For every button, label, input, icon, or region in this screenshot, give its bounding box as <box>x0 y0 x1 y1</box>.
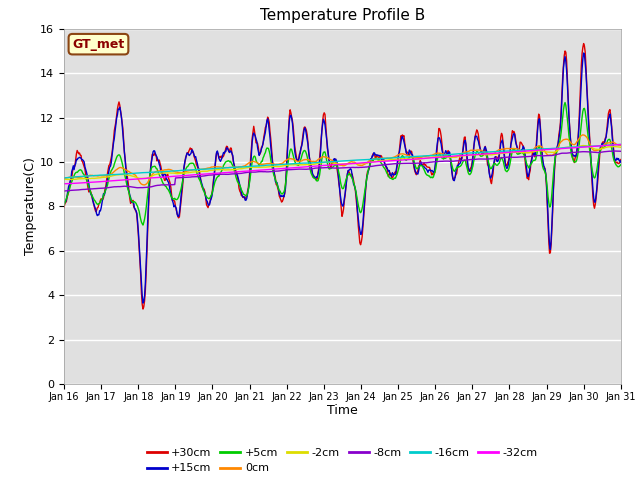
+30cm <box>411 168 419 174</box>
+5cm <box>127 197 135 203</box>
+5cm <box>185 162 193 168</box>
+5cm <box>214 173 222 179</box>
+30cm <box>127 198 135 204</box>
+30cm <box>214 151 222 157</box>
+15cm <box>214 151 222 156</box>
-2cm <box>617 144 625 150</box>
-16cm <box>214 166 221 171</box>
+30cm <box>617 156 625 162</box>
-8cm <box>184 174 192 180</box>
0cm <box>411 155 419 161</box>
+15cm <box>185 152 193 158</box>
+5cm <box>561 100 569 106</box>
-32cm <box>184 172 192 178</box>
0cm <box>617 143 625 148</box>
Line: +30cm: +30cm <box>64 44 621 309</box>
+15cm <box>411 167 419 172</box>
X-axis label: Time: Time <box>327 405 358 418</box>
+30cm <box>428 169 435 175</box>
-16cm <box>426 153 434 158</box>
+5cm <box>60 202 68 208</box>
+15cm <box>139 300 147 306</box>
0cm <box>127 170 135 176</box>
Line: -8cm: -8cm <box>64 151 621 191</box>
+15cm <box>60 201 68 206</box>
Line: +15cm: +15cm <box>64 53 621 303</box>
+15cm <box>127 199 135 204</box>
-16cm <box>127 171 135 177</box>
+5cm <box>617 162 625 168</box>
+30cm <box>139 306 147 312</box>
Legend: +30cm, +15cm, +5cm, 0cm, -2cm, -8cm, -16cm, -32cm: +30cm, +15cm, +5cm, 0cm, -2cm, -8cm, -16… <box>142 444 543 478</box>
+15cm <box>580 50 588 56</box>
-16cm <box>617 142 625 147</box>
-8cm <box>410 160 418 166</box>
+15cm <box>617 159 625 165</box>
-2cm <box>185 170 193 176</box>
0cm <box>214 164 222 170</box>
0cm <box>70 174 78 180</box>
-2cm <box>214 167 222 173</box>
0cm <box>185 168 193 174</box>
+5cm <box>70 173 78 179</box>
+30cm <box>60 205 68 211</box>
+5cm <box>139 222 147 228</box>
-32cm <box>60 181 68 187</box>
-16cm <box>70 174 78 180</box>
0cm <box>60 176 68 181</box>
-2cm <box>71 177 79 182</box>
Line: -2cm: -2cm <box>64 145 621 180</box>
-8cm <box>127 184 135 190</box>
Title: Temperature Profile B: Temperature Profile B <box>260 9 425 24</box>
Line: -32cm: -32cm <box>64 144 621 184</box>
+30cm <box>70 163 78 169</box>
-2cm <box>60 176 68 182</box>
-2cm <box>411 156 419 162</box>
-32cm <box>70 180 78 186</box>
-8cm <box>612 148 620 154</box>
Y-axis label: Temperature(C): Temperature(C) <box>24 157 37 255</box>
-8cm <box>426 159 434 165</box>
Line: +5cm: +5cm <box>64 103 621 225</box>
-8cm <box>70 187 78 193</box>
+30cm <box>580 41 588 47</box>
-32cm <box>617 142 625 147</box>
+30cm <box>185 149 193 155</box>
+15cm <box>70 167 78 172</box>
0cm <box>428 153 435 158</box>
Line: 0cm: 0cm <box>64 135 621 185</box>
-2cm <box>580 143 588 148</box>
-16cm <box>184 167 192 173</box>
-8cm <box>617 148 625 154</box>
-16cm <box>60 175 68 181</box>
0cm <box>579 132 587 138</box>
-32cm <box>127 177 135 182</box>
0cm <box>141 182 148 188</box>
-8cm <box>60 188 68 194</box>
-16cm <box>410 154 418 159</box>
+5cm <box>428 175 435 180</box>
-32cm <box>410 156 418 162</box>
-8cm <box>214 171 221 177</box>
+15cm <box>428 168 435 174</box>
-32cm <box>426 155 434 161</box>
Text: GT_met: GT_met <box>72 37 125 51</box>
+5cm <box>411 161 419 167</box>
-2cm <box>428 155 435 160</box>
-2cm <box>128 173 136 179</box>
Line: -16cm: -16cm <box>64 144 621 178</box>
-32cm <box>214 170 221 176</box>
-2cm <box>65 177 72 182</box>
